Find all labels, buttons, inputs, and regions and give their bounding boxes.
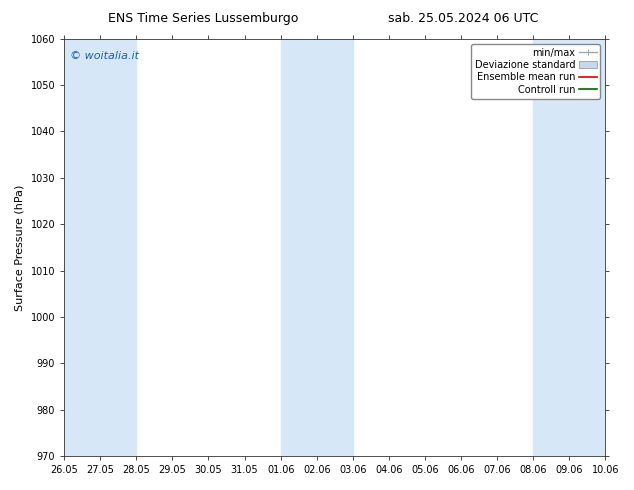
Bar <box>281 39 317 456</box>
Bar <box>317 39 353 456</box>
Bar <box>533 39 569 456</box>
Text: © woitalia.it: © woitalia.it <box>70 51 139 61</box>
Bar <box>569 39 605 456</box>
Text: ENS Time Series Lussemburgo: ENS Time Series Lussemburgo <box>108 12 298 25</box>
Bar <box>100 39 136 456</box>
Bar <box>64 39 100 456</box>
Y-axis label: Surface Pressure (hPa): Surface Pressure (hPa) <box>15 184 25 311</box>
Text: sab. 25.05.2024 06 UTC: sab. 25.05.2024 06 UTC <box>387 12 538 25</box>
Title: ENS Time Series Lussemburgo      sab. 25.05.2024 06 UTC: ENS Time Series Lussemburgo sab. 25.05.2… <box>0 489 1 490</box>
Legend: min/max, Deviazione standard, Ensemble mean run, Controll run: min/max, Deviazione standard, Ensemble m… <box>470 44 600 98</box>
